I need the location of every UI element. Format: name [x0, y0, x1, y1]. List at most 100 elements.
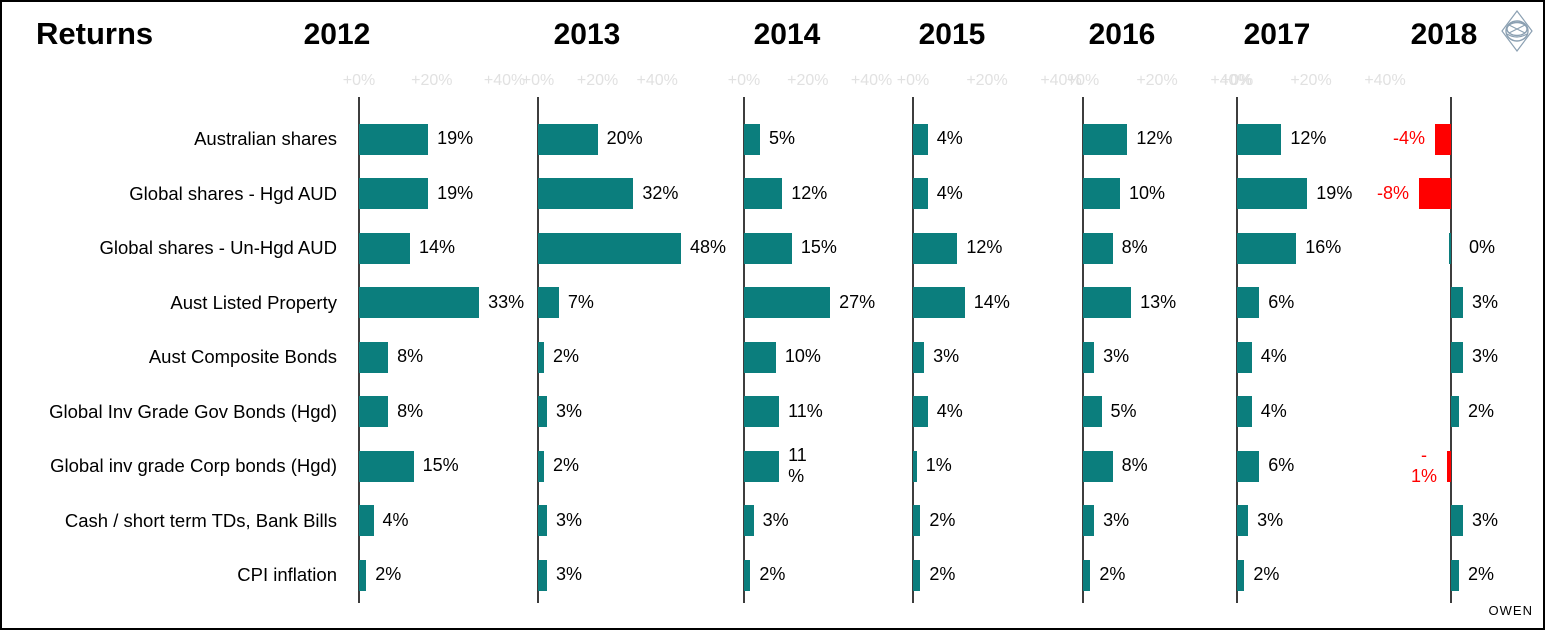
value-label: 33%	[488, 291, 525, 312]
bar-2012	[359, 450, 414, 482]
bar-2013	[538, 396, 547, 427]
bar-2017	[1237, 287, 1260, 318]
bar-2014	[744, 450, 780, 482]
bar-2017	[1237, 559, 1245, 591]
bar-2015	[913, 178, 928, 209]
bar-2013	[538, 450, 544, 482]
value-label: 2%	[1468, 400, 1495, 421]
value-label: 8%	[1121, 455, 1148, 475]
bar-2013	[538, 341, 544, 373]
bar-2016	[1083, 559, 1091, 591]
bar-2012	[359, 287, 480, 318]
value-label: 3%	[555, 509, 582, 530]
value-label: 3%	[1257, 509, 1284, 530]
year-header-2014: 2014	[753, 18, 821, 51]
bar-2016	[1083, 396, 1102, 427]
value-label: 3%	[933, 346, 960, 366]
category-label: Cash / short term TDs, Bank Bills	[64, 509, 337, 531]
value-label: 10%	[1129, 182, 1166, 203]
bar-2018	[1451, 287, 1463, 318]
axis-tick-label: +20%	[787, 72, 829, 89]
bar-2014	[744, 123, 760, 155]
axis-tick-label: +0%	[521, 72, 555, 89]
value-label: 12%	[791, 182, 828, 203]
bar-2018	[1451, 505, 1463, 536]
bar-2014	[744, 396, 780, 427]
bar-2014	[744, 287, 831, 318]
value-label: 6%	[1268, 455, 1295, 475]
bar-2013	[538, 178, 634, 209]
value-label: 11 %	[788, 445, 807, 486]
value-label: 14%	[418, 237, 455, 257]
bar-2015	[913, 341, 925, 373]
value-label: 3%	[1472, 509, 1499, 530]
value-label: 4%	[936, 400, 963, 421]
value-label: 2%	[759, 564, 786, 584]
value-label: 16%	[1305, 237, 1342, 257]
bar-2012	[359, 505, 374, 536]
bar-2015	[913, 505, 921, 536]
bar-2016	[1083, 123, 1128, 155]
value-label: 15%	[800, 237, 837, 257]
value-label: 2%	[929, 509, 956, 530]
bar-2013	[538, 287, 559, 318]
value-label: 48%	[690, 237, 727, 257]
bar-2015	[913, 559, 921, 591]
value-label: 3%	[1472, 346, 1499, 366]
value-label: 2%	[375, 564, 402, 584]
axis-tick-label: +20%	[576, 72, 619, 89]
value-label: 2%	[1099, 564, 1126, 584]
bar-2015	[913, 232, 958, 264]
value-label: 5%	[768, 128, 795, 148]
bar-2018	[1451, 341, 1463, 373]
axis-tick-label: +40%	[483, 72, 526, 89]
value-label: 20%	[606, 128, 643, 148]
bar-2012	[359, 232, 410, 264]
watermark-owen: OWEN	[1488, 603, 1533, 618]
bar-2013	[538, 123, 598, 155]
bar-2015	[913, 287, 965, 318]
value-label: 3%	[555, 400, 582, 421]
value-label: 2%	[1468, 564, 1495, 584]
value-label: 4%	[936, 128, 963, 148]
value-label: -8%	[1376, 182, 1409, 203]
value-label: 7%	[567, 291, 594, 312]
value-label: 4%	[382, 509, 409, 530]
axis-tick-label: +40%	[636, 72, 678, 89]
value-label: 3%	[1103, 509, 1130, 530]
value-label: 12%	[966, 237, 1003, 257]
bar-2018	[1447, 450, 1451, 482]
value-label: 2%	[552, 455, 579, 475]
value-label: 14%	[973, 291, 1010, 312]
page-title: Returns	[36, 16, 154, 51]
year-header-2012: 2012	[303, 18, 371, 51]
bar-2016	[1083, 450, 1113, 482]
value-label: 19%	[437, 182, 474, 203]
axis-tick-label: +20%	[1136, 72, 1178, 89]
axis-tick-label: +40%	[850, 72, 893, 89]
value-label: 6%	[1268, 291, 1295, 312]
year-header-2015: 2015	[918, 18, 986, 51]
value-label: 8%	[397, 346, 424, 366]
value-label: 4%	[936, 182, 963, 203]
category-label: Global Inv Grade Gov Bonds (Hgd)	[49, 400, 337, 422]
value-label: 13%	[1140, 291, 1177, 312]
value-label: 1%	[925, 455, 952, 475]
bar-2016	[1083, 341, 1095, 373]
bar-2017	[1237, 123, 1282, 155]
value-label: 3%	[555, 564, 582, 584]
value-label: 4%	[1260, 400, 1287, 421]
value-label: 19%	[437, 128, 474, 148]
axis-tick-label: +20%	[966, 72, 1008, 89]
bar-2012	[359, 396, 389, 427]
bar-2017	[1237, 505, 1249, 536]
axis-tick-label: +0%	[342, 72, 376, 89]
year-header-2018: 2018	[1410, 18, 1478, 51]
value-label: -4%	[1392, 128, 1425, 148]
bar-2018	[1435, 123, 1451, 155]
value-label: 2%	[1253, 564, 1280, 584]
bar-2018	[1419, 178, 1451, 209]
year-header-2013: 2013	[553, 18, 621, 51]
value-label: 8%	[397, 400, 424, 421]
category-label: Global inv grade Corp bonds (Hgd)	[50, 455, 337, 476]
